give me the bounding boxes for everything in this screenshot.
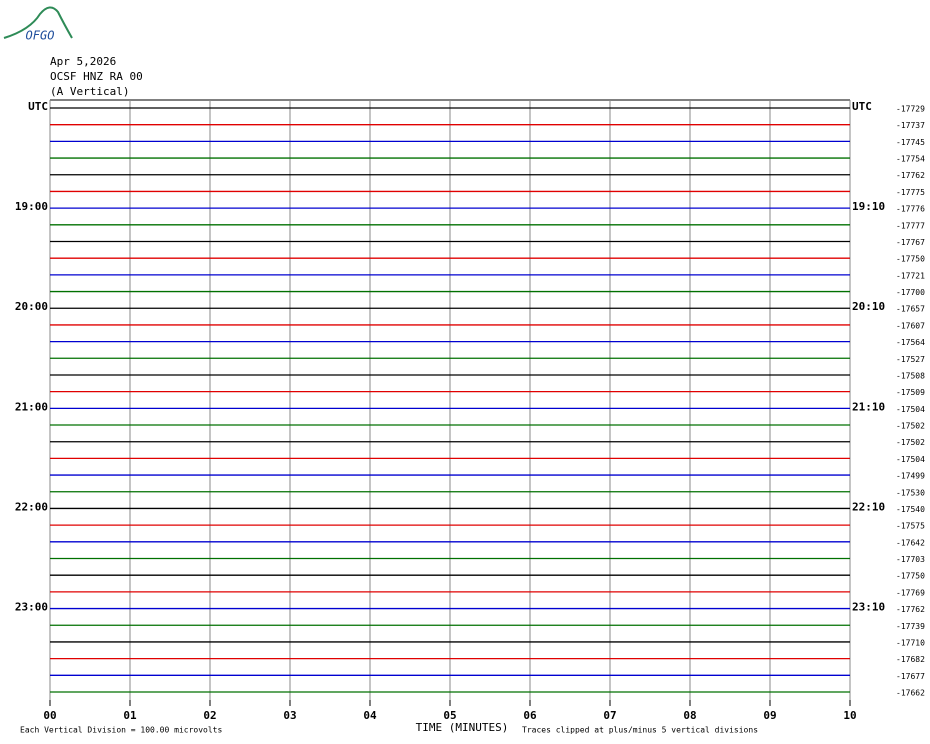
- x-tick-label: 03: [283, 709, 296, 722]
- logo: OFGO: [3, 6, 73, 43]
- right-time-label: 22:10: [852, 500, 885, 513]
- trace-offset: -17750: [896, 255, 925, 264]
- x-tick-label: 08: [683, 709, 696, 722]
- right-time-label: 21:10: [852, 400, 885, 413]
- trace-offset: -17509: [896, 388, 925, 397]
- x-axis-label: TIME (MINUTES): [416, 721, 509, 734]
- trace-offset: -17677: [896, 672, 925, 681]
- trace-offset: -17502: [896, 422, 925, 431]
- trace-offset: -17662: [896, 689, 925, 698]
- note: Traces clipped at plus/minus 5 vertical …: [522, 726, 758, 735]
- x-tick-label: 01: [123, 709, 137, 722]
- x-tick-label: 02: [203, 709, 216, 722]
- right-time-label: 20:10: [852, 300, 885, 313]
- right-time-label: UTC: [852, 100, 872, 113]
- left-time-label: 20:00: [15, 300, 48, 313]
- right-time-label: 23:10: [852, 601, 885, 614]
- trace-offset: -17739: [896, 622, 925, 631]
- trace-offset: -17750: [896, 572, 925, 581]
- trace-offset: -17703: [896, 555, 925, 564]
- trace-offset: -17607: [896, 321, 925, 330]
- trace-offset: -17769: [896, 588, 925, 597]
- trace-offset: -17682: [896, 655, 925, 664]
- x-tick-label: 05: [443, 709, 456, 722]
- trace-offset: -17504: [896, 405, 925, 414]
- trace-offset: -17575: [896, 522, 925, 531]
- trace-offset: -17777: [896, 221, 925, 230]
- note: Each Vertical Division = 100.00 microvol…: [20, 726, 222, 735]
- trace-offset: -17762: [896, 171, 925, 180]
- trace-offset: -17540: [896, 505, 925, 514]
- trace-offset: -17775: [896, 188, 925, 197]
- trace-offset: -17504: [896, 455, 925, 464]
- trace-offset: -17745: [896, 138, 925, 147]
- left-time-label: 22:00: [15, 500, 48, 513]
- x-tick-label: 07: [603, 709, 616, 722]
- header-line: (A Vertical): [50, 85, 129, 98]
- x-tick-label: 04: [363, 709, 377, 722]
- trace-offset: -17657: [896, 305, 925, 314]
- trace-offset: -17737: [896, 121, 925, 130]
- x-tick-label: 09: [763, 709, 776, 722]
- x-tick-label: 10: [843, 709, 856, 722]
- x-tick-label: 00: [43, 709, 56, 722]
- trace-offset: -17767: [896, 238, 925, 247]
- trace-offset: -17499: [896, 472, 925, 481]
- header-line: Apr 5,2026: [50, 55, 116, 68]
- trace-offset: -17564: [896, 338, 925, 347]
- left-time-label: 19:00: [15, 200, 48, 213]
- trace-offset: -17710: [896, 638, 925, 647]
- trace-offset: -17642: [896, 538, 925, 547]
- left-time-label: 23:00: [15, 601, 48, 614]
- trace-offset: -17729: [896, 105, 925, 114]
- trace-offset: -17700: [896, 288, 925, 297]
- trace-offset: -17754: [896, 155, 925, 164]
- logo-text: OFGO: [26, 29, 55, 43]
- trace-offset: -17527: [896, 355, 925, 364]
- left-time-label: UTC: [28, 100, 48, 113]
- trace-offset: -17530: [896, 488, 925, 497]
- trace-offset: -17502: [896, 438, 925, 447]
- x-tick-label: 06: [523, 709, 537, 722]
- left-time-label: 21:00: [15, 400, 48, 413]
- trace-offset: -17508: [896, 371, 925, 380]
- header-line: OCSF HNZ RA 00: [50, 70, 143, 83]
- logo-mark: [3, 6, 73, 39]
- trace-offset: -17721: [896, 271, 925, 280]
- trace-offset: -17776: [896, 205, 925, 214]
- trace-offset: -17762: [896, 605, 925, 614]
- right-time-label: 19:10: [852, 200, 885, 213]
